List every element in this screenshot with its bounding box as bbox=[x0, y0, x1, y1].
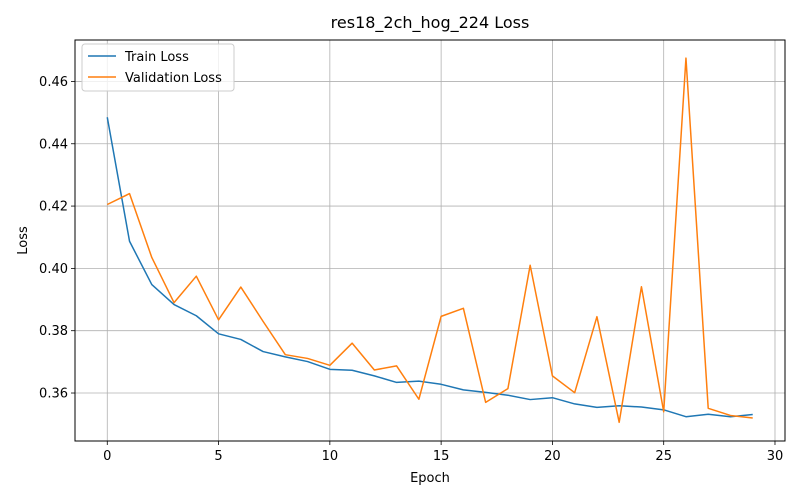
series-line-validation-loss bbox=[106, 57, 753, 424]
x-tick-label: 25 bbox=[655, 449, 672, 464]
x-tick-label: 5 bbox=[214, 449, 222, 464]
legend-box bbox=[81, 43, 235, 92]
axis-ticks: 0 5 10 15 20 25 30 0.36 0.38 0.40 0.42 0.44 0.46 bbox=[39, 75, 783, 464]
y-axis-label: Loss bbox=[16, 226, 31, 255]
x-tick-label: 20 bbox=[544, 449, 561, 464]
legend: Train Loss Validation Loss bbox=[81, 43, 235, 92]
y-tick-label: 0.40 bbox=[39, 262, 68, 277]
y-tick-label: 0.44 bbox=[39, 137, 68, 152]
y-tick-label: 0.42 bbox=[39, 200, 68, 215]
grid-lines bbox=[75, 40, 785, 441]
y-tick-label: 0.46 bbox=[39, 75, 68, 90]
series-lines bbox=[106, 57, 753, 424]
y-tick-label: 0.38 bbox=[39, 324, 68, 339]
x-tick-label: 0 bbox=[103, 449, 111, 464]
chart-title: res18_2ch_hog_224 Loss bbox=[331, 13, 530, 33]
x-axis-label: Epoch bbox=[410, 471, 450, 486]
x-tick-label: 15 bbox=[433, 449, 450, 464]
plot-frame bbox=[74, 39, 786, 442]
y-tick-label: 0.36 bbox=[39, 387, 68, 402]
series-line-train-loss bbox=[106, 117, 753, 418]
x-tick-label: 10 bbox=[322, 449, 339, 464]
legend-label-train-loss: Train Loss bbox=[124, 50, 189, 65]
legend-label-validation-loss: Validation Loss bbox=[125, 71, 222, 86]
x-tick-label: 30 bbox=[767, 449, 784, 464]
